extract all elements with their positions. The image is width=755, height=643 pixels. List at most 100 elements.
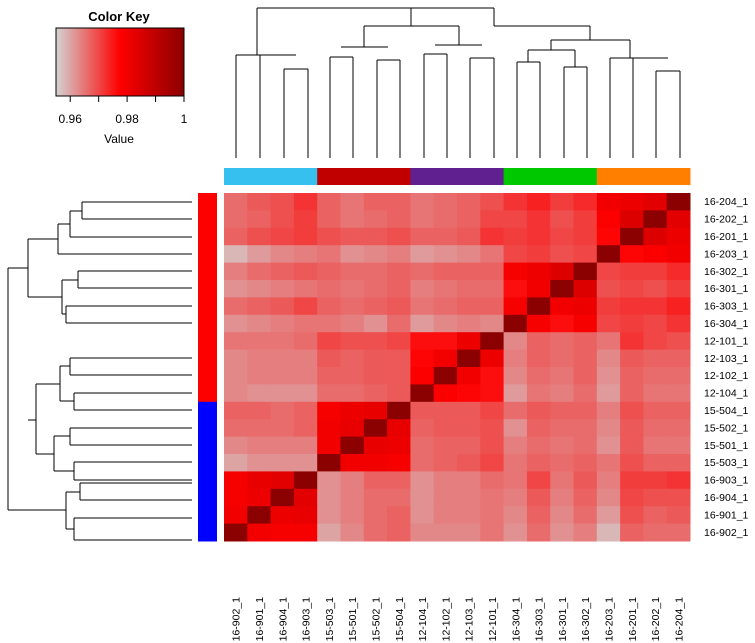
heatmap-cell bbox=[363, 436, 388, 455]
color-key-title: Color Key bbox=[88, 9, 150, 24]
heatmap-cell bbox=[457, 367, 481, 385]
heatmap-cell bbox=[293, 227, 318, 246]
heatmap-cell bbox=[410, 227, 435, 246]
heatmap-cell bbox=[317, 227, 341, 246]
heatmap-cell bbox=[247, 314, 272, 333]
heatmap-cell bbox=[410, 314, 435, 333]
column-side-color bbox=[224, 168, 248, 185]
heatmap-cell bbox=[410, 349, 435, 368]
heatmap-cell bbox=[620, 454, 644, 472]
heatmap-cell bbox=[620, 436, 644, 455]
heatmap-cell bbox=[620, 332, 644, 351]
heatmap-cell bbox=[363, 506, 388, 525]
heatmap-cell bbox=[433, 314, 458, 333]
heatmap-cell bbox=[410, 488, 435, 507]
row-side-color bbox=[198, 227, 217, 246]
heatmap-cell bbox=[457, 262, 481, 281]
heatmap-cell bbox=[573, 332, 598, 351]
heatmap-cell bbox=[573, 297, 598, 316]
heatmap-cell bbox=[666, 488, 691, 507]
heatmap-cell bbox=[224, 488, 248, 507]
column-label: 12-103_1 bbox=[464, 597, 476, 642]
column-side-color bbox=[596, 168, 621, 185]
heatmap-cell bbox=[643, 454, 668, 472]
heatmap-cell bbox=[387, 401, 411, 420]
heatmap-cell bbox=[457, 314, 481, 333]
heatmap-cell bbox=[293, 262, 318, 281]
heatmap-cell bbox=[596, 245, 621, 264]
heatmap-cell bbox=[526, 280, 551, 298]
heatmap-cell bbox=[433, 506, 458, 525]
heatmap-cell bbox=[293, 367, 318, 385]
heatmap-cell bbox=[363, 454, 388, 472]
heatmap-cell bbox=[550, 401, 574, 420]
heatmap-cell bbox=[293, 454, 318, 472]
heatmap-cell bbox=[433, 454, 458, 472]
heatmap-cell bbox=[666, 471, 691, 490]
heatmap-cell bbox=[317, 245, 341, 264]
heatmap-cell bbox=[620, 193, 644, 211]
heatmap-cell bbox=[480, 210, 505, 229]
heatmap-cell bbox=[270, 193, 295, 211]
heatmap-cell bbox=[480, 454, 505, 472]
row-label: 16-202_1 bbox=[704, 214, 749, 226]
heatmap-cell bbox=[270, 506, 295, 525]
column-side-color bbox=[666, 168, 691, 185]
heatmap-cell bbox=[363, 210, 388, 229]
heatmap-cell bbox=[550, 280, 574, 298]
heatmap-cell bbox=[433, 367, 458, 385]
row-label: 16-903_1 bbox=[704, 475, 749, 487]
heatmap-cell bbox=[410, 454, 435, 472]
heatmap-cell bbox=[387, 349, 411, 368]
heatmap-cell bbox=[573, 227, 598, 246]
heatmap-cell bbox=[480, 349, 505, 368]
heatmap-cell bbox=[526, 419, 551, 438]
heatmap-cell bbox=[503, 506, 528, 525]
heatmap-cell bbox=[293, 332, 318, 351]
heatmap-cell bbox=[387, 210, 411, 229]
heatmap-cell bbox=[317, 210, 341, 229]
column-side-color bbox=[270, 168, 295, 185]
column-label: 16-204_1 bbox=[673, 597, 685, 642]
heatmap-cell bbox=[387, 454, 411, 472]
heatmap-cell bbox=[293, 506, 318, 525]
heatmap-cell bbox=[317, 384, 341, 403]
row-side-color bbox=[198, 193, 217, 211]
row-label: 16-301_1 bbox=[704, 283, 749, 295]
heatmap-cell bbox=[224, 523, 248, 542]
heatmap-cell bbox=[526, 367, 551, 385]
heatmap-cell bbox=[666, 454, 691, 472]
heatmap-cell bbox=[433, 245, 458, 264]
heatmap-cell bbox=[340, 523, 365, 542]
heatmap-cell bbox=[526, 297, 551, 316]
row-label: 12-102_1 bbox=[704, 370, 749, 382]
heatmap-cell bbox=[293, 436, 318, 455]
heatmap-cell bbox=[596, 506, 621, 525]
heatmap-cell bbox=[224, 262, 248, 281]
heatmap-cell bbox=[643, 297, 668, 316]
heatmap-cell bbox=[596, 471, 621, 490]
heatmap-cell bbox=[410, 471, 435, 490]
heatmap-cell bbox=[410, 523, 435, 542]
heatmap-cell bbox=[387, 280, 411, 298]
heatmap-cell bbox=[317, 332, 341, 351]
heatmap-cell bbox=[317, 401, 341, 420]
heatmap-cell bbox=[340, 384, 365, 403]
heatmap-cell bbox=[550, 454, 574, 472]
heatmap-cell bbox=[596, 193, 621, 211]
row-label: 16-902_1 bbox=[704, 527, 749, 539]
heatmap-cell bbox=[480, 332, 505, 351]
heatmap-cell bbox=[433, 280, 458, 298]
color-key: Color Key 0.96 0.98 1 Value bbox=[55, 9, 188, 146]
heatmap-cell bbox=[666, 280, 691, 298]
heatmap-cell bbox=[503, 401, 528, 420]
heatmap-cell bbox=[410, 245, 435, 264]
heatmap-cell bbox=[480, 227, 505, 246]
column-side-color bbox=[643, 168, 668, 185]
heatmap-cell bbox=[317, 314, 341, 333]
heatmap-cell bbox=[457, 436, 481, 455]
heatmap-cell bbox=[293, 349, 318, 368]
heatmap-cell bbox=[363, 245, 388, 264]
heatmap-cell bbox=[550, 506, 574, 525]
heatmap-cell bbox=[410, 367, 435, 385]
